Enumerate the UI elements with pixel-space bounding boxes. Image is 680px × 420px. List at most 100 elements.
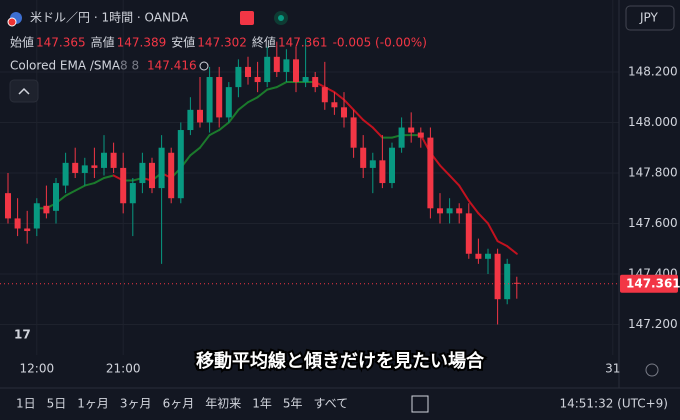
range-button[interactable]: すべて — [314, 397, 349, 411]
currency[interactable]: JPY — [639, 11, 659, 25]
indicator-value: 147.416 — [147, 59, 197, 73]
candle-body — [235, 66, 242, 88]
candle-body — [485, 253, 491, 259]
candle-body — [293, 59, 299, 83]
ema-segment — [362, 118, 374, 129]
ema-segment — [467, 199, 480, 215]
candle-body — [81, 165, 88, 173]
price-label: 147.361 — [626, 276, 680, 290]
candle-body — [168, 152, 175, 199]
candle-body — [62, 162, 69, 186]
x-tick-label: 31 — [605, 362, 620, 376]
ohlc-value: 147.302 — [197, 36, 247, 50]
x-tick-label: 12:00 — [20, 362, 55, 376]
range-button[interactable]: 6ヶ月 — [163, 397, 195, 411]
candle-body — [465, 213, 472, 254]
candle-body — [91, 165, 98, 168]
range-button[interactable]: 年初来 — [205, 397, 241, 411]
price-label-box — [620, 274, 678, 293]
indicator-name[interactable]: Colored EMA /SMA — [10, 59, 121, 73]
candle-body — [149, 162, 155, 189]
visibility-icon[interactable] — [199, 61, 209, 71]
date-range-icon[interactable] — [411, 395, 429, 413]
flag-button[interactable] — [240, 11, 254, 25]
ema-segment — [199, 134, 211, 149]
candle-body — [437, 208, 443, 214]
candle-body — [389, 147, 395, 184]
ema-segment — [237, 101, 249, 111]
ohlc-label: 終値 — [252, 35, 276, 50]
candle-body — [273, 56, 280, 72]
candle-body — [331, 102, 338, 108]
range-button[interactable]: 1年 — [252, 397, 272, 411]
candle-body — [110, 152, 117, 168]
settings-icon[interactable] — [645, 363, 659, 377]
ema-segment — [227, 108, 240, 124]
candle-body — [513, 282, 520, 284]
candle-body — [245, 66, 251, 78]
candle-body — [43, 205, 50, 214]
plot — [0, 0, 619, 355]
candle-body — [456, 208, 463, 214]
candle-body — [379, 160, 386, 184]
ohlc-legend: 始値 147.365 高値 147.389 安値 147.302 終値 147.361 -0.0… — [10, 35, 427, 50]
ema-segment — [83, 182, 96, 187]
toolbar: 1日 5日 1ヶ月 3ヶ月 6ヶ月 年初来 1年 5年 すべて — [16, 397, 348, 411]
ema-segment — [218, 121, 230, 132]
candle-body — [254, 77, 261, 83]
ema-segment — [448, 174, 461, 187]
flag-icon — [7, 17, 17, 27]
candle-body — [5, 193, 11, 219]
candle-body — [206, 77, 213, 123]
ema-segment — [458, 184, 470, 202]
ema-segment — [439, 164, 451, 177]
ema-segment — [333, 91, 345, 101]
currency-button[interactable] — [625, 5, 675, 31]
range-button[interactable]: 3ヶ月 — [120, 397, 152, 411]
candle-body — [494, 253, 501, 300]
change: -0.005 (-0.00%) — [333, 36, 427, 50]
ema-segment — [256, 88, 269, 99]
candle-body — [197, 109, 203, 123]
ema-segment — [74, 184, 86, 192]
collapse-icon — [18, 87, 30, 95]
symbol[interactable]: 米ドル／円 · 1時間 · OANDA — [30, 11, 189, 25]
candle-body — [120, 167, 127, 204]
range-button[interactable]: 5日 — [47, 397, 67, 411]
candle-body — [446, 208, 453, 214]
candle-body — [24, 228, 31, 232]
ohlc-value: 147.389 — [117, 36, 167, 50]
candle-body — [341, 107, 347, 118]
ema-segment — [93, 177, 105, 185]
candle-body — [225, 87, 232, 118]
candle-body — [129, 183, 136, 204]
ema-segment — [343, 98, 355, 111]
y-tick-label: 148.000 — [628, 115, 678, 129]
candle-body — [504, 263, 511, 300]
ema-segment — [103, 174, 115, 180]
ema-segment — [208, 129, 221, 137]
candle-body — [408, 127, 415, 133]
range-button[interactable]: 1日 — [16, 397, 36, 411]
candle-body — [177, 130, 184, 199]
candle-body — [14, 218, 21, 229]
ohlc-label: 安値 — [171, 35, 195, 50]
candle-body — [72, 162, 79, 173]
candle-body — [302, 77, 309, 83]
range-button[interactable]: 5年 — [283, 397, 303, 411]
ema-segment — [506, 245, 518, 255]
ema-segment — [275, 81, 288, 89]
ema-segment — [371, 126, 384, 139]
range-button[interactable]: 1ヶ月 — [77, 397, 109, 411]
candle-body — [360, 147, 367, 168]
collapse-button[interactable] — [9, 79, 39, 103]
candle-body — [417, 132, 424, 138]
candle-body — [158, 147, 165, 189]
candle-body — [312, 77, 319, 88]
y-tick-label: 147.600 — [628, 216, 678, 230]
ema-segment — [189, 146, 201, 157]
ohlc-value: 147.365 — [36, 36, 86, 50]
y-tick-label: 147.200 — [628, 317, 678, 331]
